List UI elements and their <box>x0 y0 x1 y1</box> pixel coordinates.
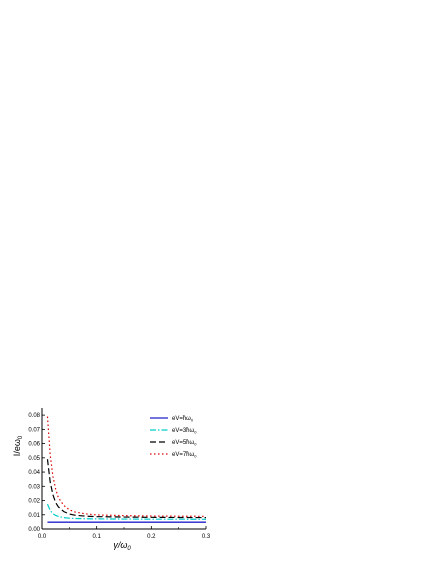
x-tick-label: 0.0 <box>38 534 47 540</box>
legend-label-2: eV=3ħω0 <box>172 428 197 435</box>
y-tick-label: 0.02 <box>28 499 40 505</box>
legend-label-4: eV=7ħω0 <box>172 452 197 459</box>
plot-area <box>41 408 206 530</box>
y-tick-label: 0.08 <box>28 413 40 419</box>
y-tick-label: 0.07 <box>28 427 40 433</box>
y-axis-ticks: 0.00 0.01 0.02 0.03 0.04 0.05 0.06 0.07 0.08 <box>28 413 45 533</box>
y-axis-label: I/eω0 <box>12 435 24 456</box>
legend: eV=ħω0 eV=3ħω0 eV=5ħω0 eV=7ħω0 <box>150 416 197 459</box>
series-group <box>46 416 207 523</box>
y-tick-label: 0.05 <box>28 456 40 462</box>
y-tick-label: 0.03 <box>28 484 40 490</box>
x-axis-ticks: 0.0 0.1 0.2 0.3 <box>38 526 211 540</box>
series-line-3 <box>46 459 207 519</box>
series-line-2 <box>46 503 207 520</box>
legend-label-1: eV=ħω0 <box>172 416 194 423</box>
x-tick-label: 0.3 <box>202 534 211 540</box>
y-tick-label: 0.06 <box>28 442 40 448</box>
legend-label-3: eV=5ħω0 <box>172 440 197 447</box>
x-axis-label: γ/ω0 <box>113 540 131 552</box>
x-tick-label: 0.2 <box>147 534 156 540</box>
series-line-4 <box>46 416 207 517</box>
y-tick-label: 0.04 <box>28 470 40 476</box>
x-tick-label: 0.1 <box>92 534 101 540</box>
y-tick-label: 0.00 <box>28 527 40 533</box>
y-tick-label: 0.01 <box>28 513 40 519</box>
